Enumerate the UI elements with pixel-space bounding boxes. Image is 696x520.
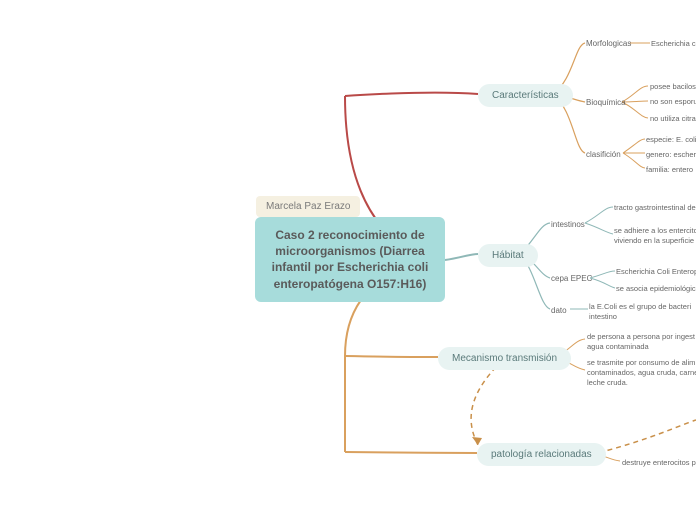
leaf-bioq-1: no son esporu xyxy=(650,97,696,107)
sub-cepa[interactable]: cepa EPEC xyxy=(551,274,592,283)
author-label: Marcela Paz Erazo xyxy=(256,196,360,217)
branch-mecanismo[interactable]: Mecanismo transmisión xyxy=(438,347,571,370)
branch-caracteristicas[interactable]: Características xyxy=(478,84,573,107)
sub-morfologicas[interactable]: Morfologicas xyxy=(586,39,631,48)
leaf-mec-1: se trasmite por consumo de alim contamin… xyxy=(587,358,696,388)
branch-habitat[interactable]: Hábitat xyxy=(478,244,538,267)
sub-intestinos[interactable]: intestinos xyxy=(551,220,585,229)
leaf-bioq-0: posee bacilos xyxy=(650,82,696,92)
leaf-morf-0: Escherichia c xyxy=(651,39,696,49)
leaf-clas-1: genero: escher xyxy=(646,150,696,160)
branch-patologia[interactable]: patología relacionadas xyxy=(477,443,606,466)
leaf-cepa-1: se asocia epidemiológica xyxy=(616,284,696,294)
sub-dato[interactable]: dato xyxy=(551,306,567,315)
root-node[interactable]: Caso 2 reconocimiento de microorganismos… xyxy=(255,217,445,302)
sub-bioquimica[interactable]: Bioquímica xyxy=(586,98,626,107)
leaf-bioq-2: no utiliza citra xyxy=(650,114,696,124)
leaf-intest-0: tracto gastrointestinal de xyxy=(614,203,696,213)
leaf-intest-1: se adhiere a los entercito viviendo en l… xyxy=(614,226,696,246)
sub-clasificion[interactable]: clasifición xyxy=(586,150,621,159)
leaf-cepa-0: Escherichia Coli Enterop xyxy=(616,267,696,277)
leaf-clas-2: familia: entero xyxy=(646,165,693,175)
leaf-pat-0: destruye enterocitos p xyxy=(622,458,696,468)
leaf-clas-0: especie: E. coli xyxy=(646,135,696,145)
leaf-mec-0: de persona a persona por ingest agua con… xyxy=(587,332,696,352)
leaf-dato-0: la E.Coli es el grupo de bacteri intesti… xyxy=(589,302,696,322)
